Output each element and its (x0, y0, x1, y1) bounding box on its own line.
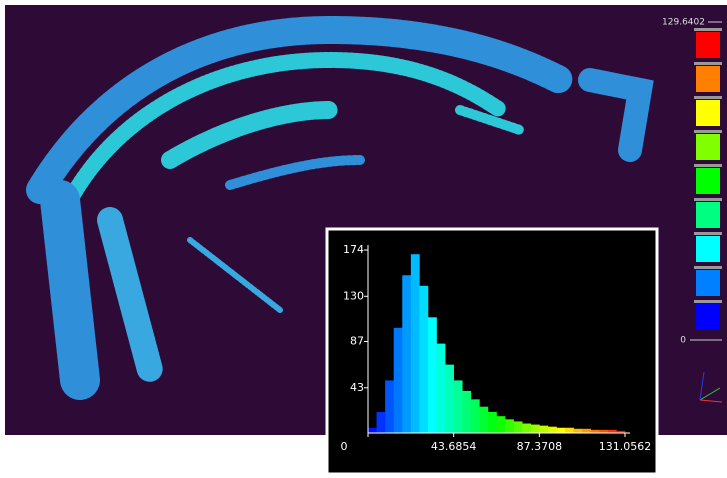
histogram-bar (437, 344, 446, 433)
histogram-bar (385, 380, 394, 433)
color-swatch (696, 304, 720, 330)
cloud-band (60, 200, 80, 380)
colorbar-separator (694, 198, 722, 201)
histogram-bar (574, 429, 583, 433)
colorbar-min: 0 (680, 336, 686, 346)
histogram-bar (497, 416, 506, 433)
histogram-bar (556, 428, 565, 433)
y-tick-label: 130 (343, 289, 364, 302)
histogram-bar (368, 428, 377, 433)
x-tick-label: 43.6854 (431, 440, 477, 453)
histogram-bar (582, 429, 591, 433)
histogram-bar (419, 286, 428, 433)
histogram-bar (488, 412, 497, 433)
y-tick-label: 87 (350, 335, 364, 348)
histogram-bar (522, 424, 531, 433)
histogram-bar (565, 428, 574, 433)
colorbar-separator (694, 266, 722, 269)
color-swatch (696, 134, 720, 160)
y-tick-label: 174 (343, 243, 364, 256)
histogram-bar (402, 275, 411, 433)
colorbar (694, 28, 722, 330)
histogram-bar (428, 317, 437, 433)
histogram-bar (505, 419, 514, 433)
histogram-bar (411, 254, 420, 433)
color-swatch (696, 66, 720, 92)
color-swatch (696, 168, 720, 194)
y-tick-label: 43 (350, 381, 364, 394)
colorbar-separator (694, 96, 722, 99)
histogram-bar (445, 365, 454, 433)
colorbar-max: 129.6402 (662, 18, 705, 28)
colorbar-separator (694, 130, 722, 133)
color-swatch (696, 202, 720, 228)
histogram-bar (377, 412, 386, 433)
colorbar-separator (694, 232, 722, 235)
histogram-bar (548, 427, 557, 433)
histogram-bar (471, 399, 480, 433)
colorbar-separator (694, 28, 722, 31)
histogram-bar (531, 425, 540, 433)
histogram-bar (479, 407, 488, 433)
histogram-bar (462, 391, 471, 433)
histogram-bar (454, 380, 463, 433)
colorbar-separator (694, 62, 722, 65)
colorbar-separator (694, 300, 722, 303)
color-swatch (696, 270, 720, 296)
color-swatch (696, 236, 720, 262)
x-tick-label: 87.3708 (517, 440, 563, 453)
page: 129.6402 0 43 87 130 174 0 43.6854 87.3708 131.… (0, 0, 727, 474)
histogram-panel (327, 229, 657, 474)
colorbar-separator (694, 164, 722, 167)
x-tick-label: 131.0562 (599, 440, 652, 453)
histogram-bar (514, 421, 523, 433)
color-swatch (696, 100, 720, 126)
x-tick-label: 0 (341, 440, 348, 453)
histogram-bar (394, 328, 403, 433)
viewer: 129.6402 0 43 87 130 174 0 43.6854 87.3708 131.… (0, 0, 727, 474)
color-swatch (696, 32, 720, 58)
histogram-bar (539, 426, 548, 433)
